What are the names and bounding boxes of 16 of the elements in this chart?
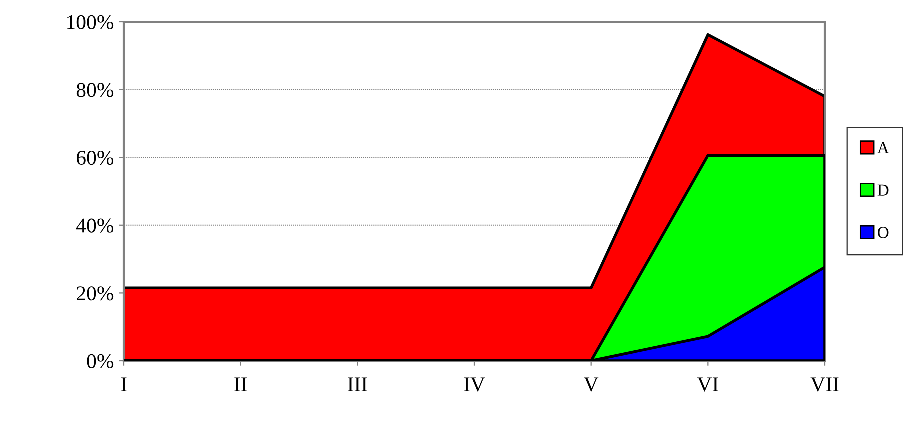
y-tick-label: 60% (76, 150, 114, 166)
x-tick-label: IV (464, 378, 486, 392)
legend-label: O (878, 227, 889, 238)
x-tick-label: III (348, 378, 368, 392)
x-tick-label: II (234, 378, 248, 392)
legend-label: A (878, 142, 890, 154)
y-tick-label: 100% (68, 15, 114, 30)
y-tick-label: 0% (87, 354, 114, 368)
y-tick-label: 20% (77, 286, 114, 301)
x-tick-label: V (584, 378, 599, 392)
y-tick-label: 80% (76, 83, 114, 98)
x-tick-label: I (121, 378, 127, 392)
y-tick-label: 40% (76, 218, 114, 233)
x-tick-label: VII (810, 378, 839, 392)
x-tick-label: VI (697, 378, 718, 392)
legend-label: D (878, 184, 889, 196)
